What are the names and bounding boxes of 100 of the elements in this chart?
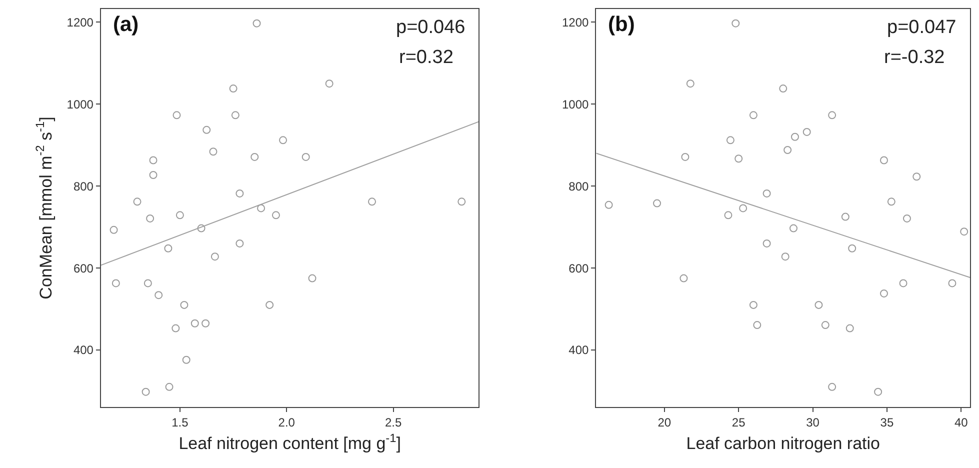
y-tick-label: 1000: [562, 97, 590, 112]
point: [686, 80, 694, 88]
y-tick-label: 600: [568, 261, 590, 276]
point: [828, 382, 836, 391]
point: [734, 154, 743, 163]
annotation: p=0.046: [396, 17, 466, 38]
point: [802, 128, 811, 136]
point: [308, 274, 316, 282]
annotation: (a): [113, 13, 139, 36]
point: [821, 321, 830, 330]
point: [681, 152, 690, 161]
x-tick-label: 35: [880, 416, 894, 430]
annotation: r=-0.32: [884, 47, 945, 68]
point: [231, 111, 240, 120]
point: [154, 291, 163, 300]
point: [110, 226, 118, 234]
point: [732, 19, 740, 28]
point: [458, 198, 466, 206]
point: [368, 198, 376, 206]
point: [149, 171, 158, 179]
point: [144, 279, 152, 288]
point: [653, 199, 662, 208]
x-tick-label: 40: [954, 416, 968, 430]
annotation: r=0.32: [399, 47, 454, 68]
point: [814, 300, 823, 309]
point: [250, 152, 259, 161]
y-tick-label: 400: [73, 343, 94, 358]
point: [880, 156, 888, 164]
point: [182, 356, 190, 364]
point: [960, 228, 968, 236]
point: [236, 239, 244, 248]
point: [779, 84, 788, 93]
point: [197, 224, 206, 232]
y-tick-label: 1200: [562, 15, 590, 30]
point: [112, 279, 120, 288]
point: [190, 319, 199, 328]
point: [828, 111, 836, 120]
point: [880, 289, 888, 298]
y-tick-label: 1200: [66, 15, 94, 30]
point: [874, 388, 882, 396]
point: [724, 211, 732, 220]
x-tick-label: 25: [732, 416, 746, 430]
point: [209, 148, 218, 156]
point: [229, 84, 238, 93]
x-tick-label: 1.5: [172, 416, 189, 430]
point: [784, 146, 792, 154]
x-tick-label: 2.5: [385, 416, 402, 430]
x-axis-title: Leaf nitrogen content [mg g$^{-1}$]: [178, 430, 401, 453]
x-tick-label: 2.0: [278, 416, 296, 430]
point: [899, 279, 908, 288]
x-axis-title: Leaf carbon nitrogen ratio: [686, 434, 880, 453]
point: [202, 126, 211, 134]
point: [749, 111, 758, 120]
point: [279, 136, 288, 144]
x-tick-label: 30: [806, 416, 820, 430]
annotation: (b): [608, 13, 635, 36]
point: [762, 239, 771, 248]
point: [146, 214, 154, 222]
point: [902, 214, 911, 222]
point: [912, 172, 921, 181]
annotation: p=0.047: [887, 17, 956, 38]
point: [846, 324, 854, 332]
point: [749, 300, 758, 309]
point: [325, 80, 334, 88]
point: [142, 388, 150, 396]
point: [790, 132, 799, 141]
point: [164, 244, 172, 252]
point: [210, 252, 219, 261]
point: [726, 136, 734, 144]
point: [165, 382, 174, 391]
point: [180, 300, 188, 309]
point: [252, 19, 261, 28]
x-tick-label: 20: [658, 416, 672, 430]
point: [762, 189, 771, 198]
y-tick-label: 1000: [66, 97, 94, 112]
y-tick-label: 400: [568, 343, 590, 358]
y-tick-label: 800: [73, 179, 94, 194]
point: [272, 211, 280, 220]
point: [948, 279, 956, 288]
point: [848, 244, 856, 252]
point: [172, 111, 181, 120]
point: [266, 300, 274, 309]
point: [133, 198, 142, 206]
point: [781, 252, 790, 261]
point: [176, 211, 184, 220]
point: [887, 198, 896, 206]
point: [236, 189, 244, 198]
point: [841, 212, 850, 221]
point: [257, 204, 266, 212]
point: [604, 200, 613, 209]
point: [202, 319, 210, 328]
point: [680, 274, 688, 282]
point: [302, 152, 310, 161]
point: [753, 321, 762, 330]
point: [172, 324, 180, 332]
y-tick-label: 600: [73, 261, 94, 276]
point: [789, 224, 798, 232]
y-tick-label: 800: [568, 179, 590, 194]
point: [739, 204, 748, 212]
point: [149, 156, 158, 164]
